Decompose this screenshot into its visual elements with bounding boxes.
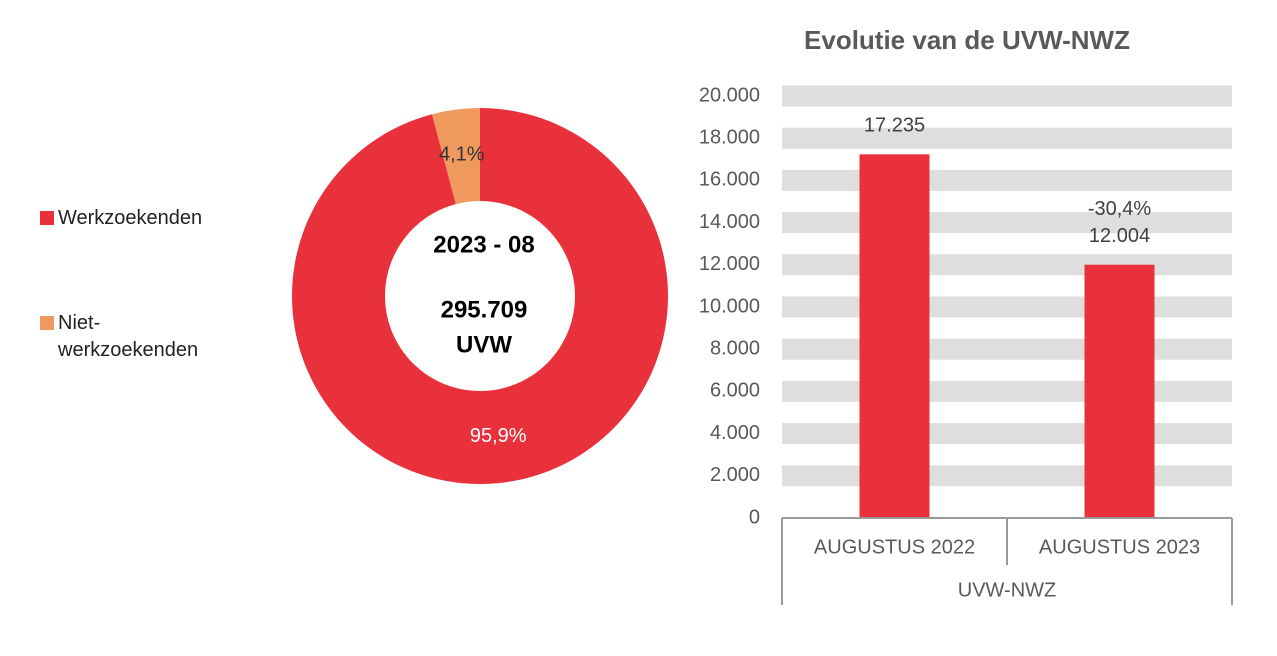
y-tick-label: 10.000 <box>699 295 760 317</box>
y-tick-label: 14.000 <box>699 211 760 233</box>
data-label: 4,1% <box>439 143 485 165</box>
grid-band <box>782 465 1232 487</box>
annotation: -30,4% <box>1088 198 1152 220</box>
grid-band <box>782 254 1232 276</box>
y-tick-label: 0 <box>749 506 760 528</box>
y-tick-label: 20.000 <box>699 84 760 106</box>
legend-item: Niet-werkzoekenden <box>40 310 230 364</box>
donut-slice <box>432 108 480 205</box>
grid-band <box>782 127 1232 149</box>
y-tick-label: 2.000 <box>710 464 760 486</box>
center-label: 2023 - 08 <box>433 231 534 258</box>
data-label: 95,9% <box>470 425 527 447</box>
grid-band <box>782 296 1232 318</box>
grid-band <box>782 423 1232 445</box>
y-tick-label: 16.000 <box>699 169 760 191</box>
bar <box>1084 264 1155 518</box>
grid-band <box>782 212 1232 234</box>
x-tick-label: AUGUSTUS 2022 <box>814 536 975 558</box>
legend-item: Werkzoekenden <box>40 205 230 232</box>
data-label: 17.235 <box>864 115 925 137</box>
x-axis-label: UVW-NWZ <box>958 579 1057 601</box>
y-tick-label: 8.000 <box>710 337 760 359</box>
data-label: 12.004 <box>1089 225 1150 247</box>
grid-band <box>782 338 1232 360</box>
donut-slice <box>291 108 668 484</box>
center-label: 295.709 <box>441 296 528 323</box>
bar <box>859 154 930 519</box>
grid-band <box>782 380 1232 402</box>
chart-title: Evolutie van de UVW-NWZ <box>804 25 1130 55</box>
legend-swatch <box>40 316 54 330</box>
center-label: UVW <box>456 331 512 358</box>
grid-band <box>782 85 1232 107</box>
y-tick-label: 18.000 <box>699 126 760 148</box>
grid-band <box>782 169 1232 191</box>
y-tick-label: 4.000 <box>710 422 760 444</box>
y-tick-label: 6.000 <box>710 380 760 402</box>
legend-label: Niet-werkzoekenden <box>58 312 199 361</box>
x-tick-label: AUGUSTUS 2023 <box>1039 536 1200 558</box>
legend-swatch <box>40 211 54 225</box>
y-tick-label: 12.000 <box>699 253 760 275</box>
legend-label: Werkzoekenden <box>58 207 203 229</box>
